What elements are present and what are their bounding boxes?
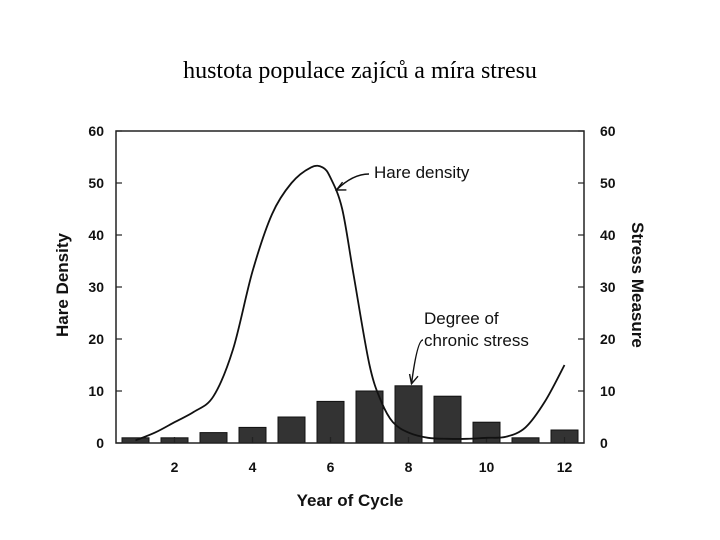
y-tick-label-left-0: 0 <box>96 435 104 451</box>
bar-year-8 <box>394 385 423 444</box>
ticks-layer: 0 10 20 30 40 50 60 0 10 20 30 40 50 60 2 4 6 8 10 12 <box>88 123 615 475</box>
arrow-hare-density-shaft <box>335 173 370 191</box>
x-axis-title: Year of Cycle <box>297 491 404 510</box>
y-tick-label-right-20: 20 <box>600 331 616 347</box>
y-tick-label-left-30: 30 <box>88 279 104 295</box>
annotation-chronic-stress-line-1: Degree of <box>424 309 499 328</box>
arrow-hare-density <box>334 173 370 191</box>
y-tick-label-left-40: 40 <box>88 227 104 243</box>
bar-year-11 <box>511 437 540 444</box>
y-tick-label-right-50: 50 <box>600 175 616 191</box>
bar-year-5 <box>277 416 306 444</box>
x-tick-label-8: 8 <box>405 459 413 475</box>
plot-frame <box>115 130 585 444</box>
arrow-chronic-stress <box>408 339 424 386</box>
y-tick-label-left-10: 10 <box>88 383 104 399</box>
y-tick-label-right-10: 10 <box>600 383 616 399</box>
bars-layer <box>121 385 579 444</box>
y-axis-title-left: Hare Density <box>53 232 72 336</box>
x-tick-label-10: 10 <box>479 459 495 475</box>
annotation-chronic-stress-line-2: chronic stress <box>424 331 529 350</box>
arrow-hare-density-head <box>334 181 347 191</box>
y-tick-label-right-60: 60 <box>600 123 616 139</box>
y-tick-label-left-20: 20 <box>88 331 104 347</box>
y-tick-label-left-60: 60 <box>88 123 104 139</box>
y-tick-label-right-30: 30 <box>600 279 616 295</box>
hare-density-line <box>135 164 566 442</box>
x-tick-label-6: 6 <box>327 459 335 475</box>
bar-year-9 <box>433 395 462 444</box>
y-tick-label-left-50: 50 <box>88 175 104 191</box>
y-tick-label-right-40: 40 <box>600 227 616 243</box>
slide-title: hustota populace zajíců a míra stresu <box>183 58 537 84</box>
arrow-chronic-stress-shaft <box>410 339 424 384</box>
bar-year-3 <box>199 432 228 444</box>
x-tick-label-2: 2 <box>171 459 179 475</box>
x-tick-label-12: 12 <box>557 459 573 475</box>
annotations-layer: Hare density Degree of chronic stress <box>334 163 529 386</box>
x-tick-label-4: 4 <box>249 459 257 475</box>
y-tick-label-right-0: 0 <box>600 435 608 451</box>
y-axis-title-right: Stress Measure <box>628 222 647 348</box>
bar-year-7 <box>355 390 384 444</box>
bar-year-6 <box>316 400 345 444</box>
annotation-hare-density: Hare density <box>374 163 470 182</box>
arrow-chronic-stress-head <box>408 373 419 386</box>
